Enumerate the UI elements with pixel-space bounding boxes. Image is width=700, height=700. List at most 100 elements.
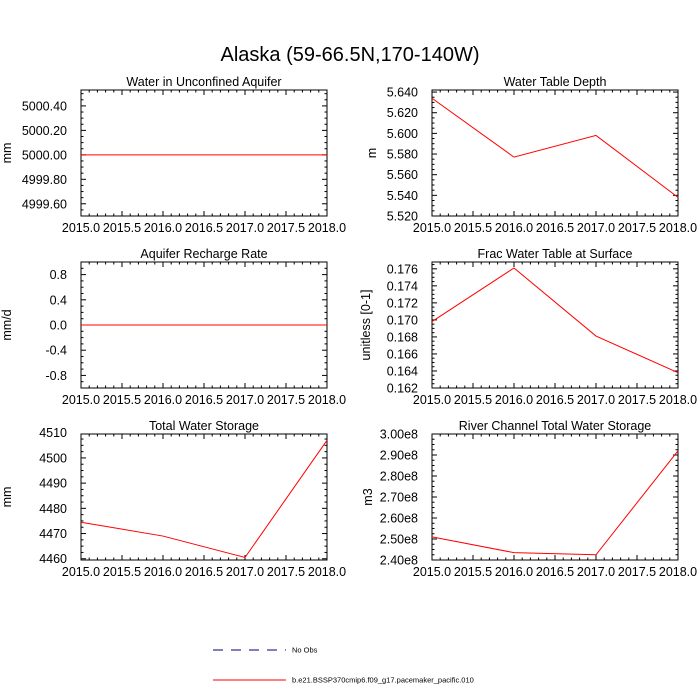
y-tick-label: 0.170 [387,313,418,327]
x-tick-label: 2017.0 [226,221,264,235]
x-tick-label: 2015.5 [103,393,141,407]
panel-title: River Channel Total Water Storage [459,419,652,433]
x-tick-label: 2018.0 [659,393,697,407]
x-tick-label: 2016.5 [536,565,574,579]
panel-title: Aquifer Recharge Rate [140,247,267,261]
y-axis-label: unitless [0-1] [359,290,373,361]
x-tick-label: 2017.0 [226,393,264,407]
x-tick-label: 2015.5 [103,221,141,235]
y-axis-label: m [365,148,379,158]
y-tick-label: 5.540 [387,189,418,203]
y-axis-label: mm/d [0,309,14,340]
plot-frame [80,89,328,217]
x-tick-label: 2017.0 [577,565,615,579]
chart-panel: Water in Unconfined Aquifer 2015.0 2015.5 2… [0,75,346,235]
y-axis-label: mm [0,143,14,164]
x-tick-label: 2015.0 [62,221,100,235]
x-tick-label: 2017.5 [618,221,656,235]
y-tick-label: 4460 [39,552,67,566]
x-tick-label: 2015.0 [413,221,451,235]
x-tick-label: 2015.5 [103,565,141,579]
chart-panel: Water Table Depth 2015.0 2015.5 2016.0 2016.… [365,75,697,235]
x-tick-label: 2015.0 [62,565,100,579]
y-tick-label: -0.4 [45,344,67,358]
y-tick-label: 4510 [39,426,67,440]
x-tick-label: 2016.0 [144,393,182,407]
x-tick-label: 2018.0 [308,393,346,407]
y-axis-label: m3 [361,488,375,505]
x-tick-label: 2017.0 [577,221,615,235]
y-tick-label: 2.70e8 [380,491,418,505]
panel-title: Water Table Depth [504,75,607,89]
x-tick-label: 2018.0 [308,221,346,235]
panel-title: Total Water Storage [149,419,259,433]
y-tick-label: 0.166 [387,347,418,361]
y-tick-label: 0.168 [387,330,418,344]
series-line [431,450,679,556]
x-tick-label: 2015.5 [454,221,492,235]
y-tick-label: 0.164 [387,364,418,378]
y-tick-label: 0.8 [50,268,67,282]
x-tick-label: 2016.5 [185,565,223,579]
x-tick-label: 2015.0 [413,565,451,579]
y-tick-label: 5000.20 [22,124,67,138]
y-tick-label: 5.620 [387,106,418,120]
y-tick-label: 4490 [39,477,67,491]
y-tick-label: 5.600 [387,127,418,141]
x-tick-label: 2016.0 [495,565,533,579]
x-tick-label: 2016.0 [144,565,182,579]
series-line [431,97,679,198]
y-tick-label: 4470 [39,527,67,541]
legend-label: b.e21.BSSP370cmip6.f09_g17.pacemaker_pac… [292,676,474,685]
x-tick-label: 2017.5 [267,565,305,579]
x-tick-label: 2015.5 [454,393,492,407]
x-tick-label: 2016.5 [536,221,574,235]
x-tick-label: 2017.0 [577,393,615,407]
x-tick-label: 2018.0 [659,565,697,579]
legend: No Obs b.e21.BSSP370cmip6.f09_g17.pacemak… [213,646,474,685]
y-tick-label: 0.172 [387,296,418,310]
y-tick-label: 4999.80 [22,173,67,187]
series-line [80,440,328,559]
y-tick-label: 0.176 [387,262,418,276]
y-tick-label: 4500 [39,451,67,465]
x-tick-label: 2017.5 [267,393,305,407]
y-tick-label: -0.8 [45,369,67,383]
y-tick-label: 5.560 [387,168,418,182]
y-tick-label: 0.0 [50,319,67,333]
x-tick-label: 2016.0 [495,221,533,235]
legend-label: No Obs [292,646,318,655]
y-tick-label: 5.640 [387,86,418,100]
series-line [431,267,679,374]
plot-frame [431,89,679,217]
x-tick-label: 2017.0 [226,565,264,579]
y-tick-label: 2.50e8 [380,533,418,547]
y-tick-label: 4480 [39,502,67,516]
panel-title: Water in Unconfined Aquifer [126,75,281,89]
y-tick-label: 5.520 [387,210,418,224]
y-axis-label: mm [0,487,14,508]
x-tick-label: 2016.5 [185,393,223,407]
x-tick-label: 2017.5 [618,393,656,407]
plot-frame [431,261,679,389]
y-tick-label: 2.60e8 [380,512,418,526]
y-tick-label: 0.162 [387,382,418,396]
plot-frame [80,433,328,561]
panel-title: Frac Water Table at Surface [478,247,633,261]
y-tick-label: 5000.00 [22,148,67,162]
x-tick-label: 2017.5 [267,221,305,235]
y-tick-label: 2.80e8 [380,470,418,484]
y-tick-label: 3.00e8 [380,428,418,442]
y-tick-label: 5000.40 [22,99,67,113]
y-tick-label: 2.40e8 [380,554,418,568]
x-tick-label: 2015.0 [62,393,100,407]
y-tick-label: 4999.60 [22,197,67,211]
x-tick-label: 2016.0 [495,393,533,407]
y-tick-label: 0.4 [50,293,67,307]
